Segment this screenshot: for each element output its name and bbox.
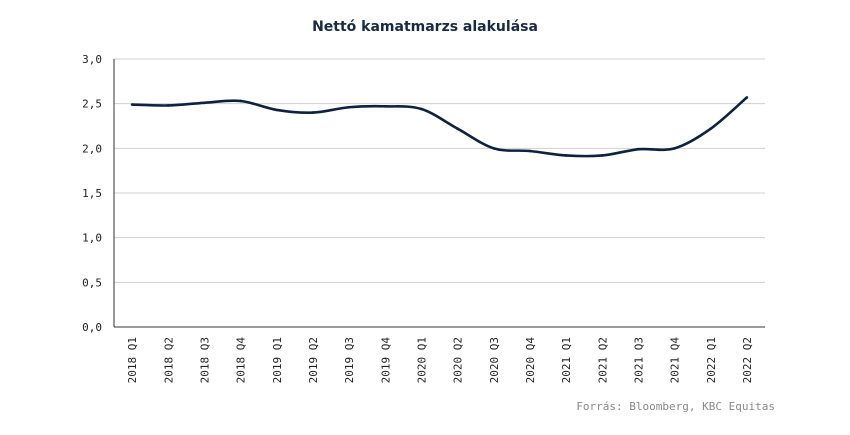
data-point <box>709 127 713 130</box>
x-tick-label: 2018 Q1 <box>126 337 139 383</box>
data-point <box>492 147 496 150</box>
x-tick-label: 2018 Q3 <box>198 337 211 383</box>
x-tick-label: 2022 Q2 <box>741 337 754 383</box>
x-tick-label: 2020 Q4 <box>524 337 537 384</box>
data-point <box>130 103 134 106</box>
data-point <box>745 96 749 99</box>
gridlines <box>114 58 765 283</box>
x-tick-label: 2019 Q3 <box>343 337 356 383</box>
data-point <box>239 99 242 103</box>
data-point <box>311 111 315 114</box>
x-tick-label: 2021 Q3 <box>632 337 645 383</box>
data-point <box>203 101 206 105</box>
data-point <box>166 104 170 107</box>
y-tick-label: 0,0 <box>82 321 102 334</box>
data-point <box>637 147 640 151</box>
x-tick-label: 2019 Q1 <box>271 337 284 383</box>
y-tick-label: 1,0 <box>82 232 102 245</box>
x-tick-label: 2019 Q4 <box>379 337 392 384</box>
x-tick-label: 2018 Q2 <box>162 337 175 383</box>
y-tick-label: 3,0 <box>82 53 102 66</box>
x-tick-label: 2019 Q2 <box>307 337 320 383</box>
x-tick-label: 2020 Q3 <box>488 337 501 383</box>
data-point <box>564 154 568 157</box>
data-point <box>420 107 423 111</box>
data-point <box>275 108 279 112</box>
y-axis: 0,0 0,5 1,0 1,5 2,0 2,5 3,0 <box>82 53 115 334</box>
x-tick-label: 2021 Q4 <box>669 337 682 384</box>
data-point <box>600 154 604 157</box>
y-tick-label: 1,5 <box>82 187 102 200</box>
y-tick-label: 0,5 <box>82 276 102 289</box>
x-tick-label: 2021 Q1 <box>560 337 573 383</box>
x-tick-label: 2020 Q1 <box>415 337 428 383</box>
y-tick-label: 2,5 <box>82 98 102 111</box>
series-group <box>130 96 749 158</box>
x-tick-label: 2020 Q2 <box>452 337 465 383</box>
y-tick-label: 2,0 <box>82 142 102 155</box>
x-tick-label: 2021 Q2 <box>596 337 609 383</box>
data-point <box>347 105 351 109</box>
series-line <box>132 96 748 158</box>
chart-title: Nettó kamatmarzs alakulása <box>312 19 538 35</box>
data-point <box>528 149 532 153</box>
x-tick-label: 2022 Q1 <box>705 337 718 383</box>
data-point <box>456 127 459 130</box>
x-axis: 2018 Q1 2018 Q2 2018 Q3 2018 Q4 2019 Q1 2019 … <box>114 326 765 384</box>
source-note: Forrás: Bloomberg, KBC Equitas <box>576 400 775 413</box>
data-point <box>383 105 387 108</box>
data-point <box>673 147 676 150</box>
x-tick-label: 2018 Q4 <box>235 337 248 384</box>
